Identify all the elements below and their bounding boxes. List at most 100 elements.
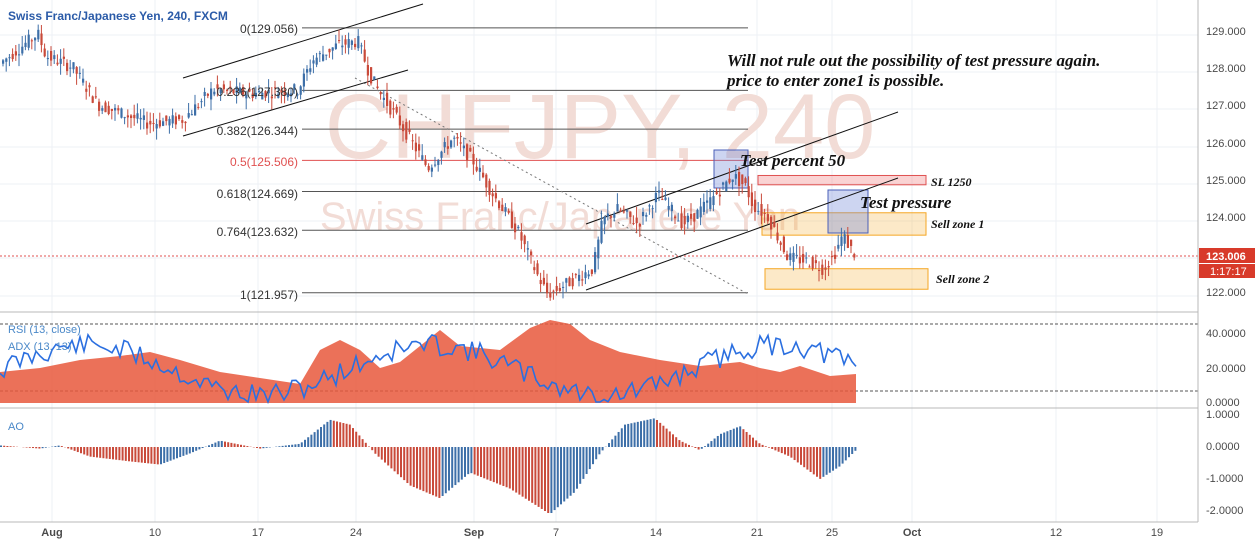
candle-body [338, 40, 341, 42]
price-tick: 124.000 [1206, 212, 1246, 224]
candle-body [427, 165, 430, 171]
candle-body [699, 206, 702, 218]
candle-body [619, 210, 622, 212]
candle-body [693, 213, 696, 222]
candle-body [347, 39, 350, 48]
watermark-symbol: CHFJPY, 240 [325, 76, 876, 178]
candle-body [594, 252, 597, 273]
candle-body [110, 108, 113, 111]
candle-body [392, 108, 395, 110]
candle-body [696, 209, 699, 219]
channel-line [182, 3, 424, 79]
candle-body [491, 193, 494, 197]
candle-body [309, 68, 312, 72]
trend-channels[interactable] [182, 3, 899, 291]
candle-body [706, 200, 709, 203]
candle-body [504, 207, 507, 212]
price-tick: 125.000 [1206, 175, 1246, 187]
rsi-tick: 0.0000 [1206, 397, 1240, 409]
candle-body [651, 208, 654, 210]
candle-body [722, 182, 725, 185]
candle-body [498, 201, 501, 209]
candle-body [523, 235, 526, 245]
candle-body [517, 226, 520, 229]
time-label: 12 [1050, 527, 1062, 539]
candle-body [370, 67, 373, 84]
candle-body [789, 253, 792, 260]
candle-body [738, 172, 741, 186]
candle-body [715, 192, 718, 195]
candle-body [91, 96, 94, 103]
candle-body [264, 91, 267, 98]
time-label: 17 [252, 527, 264, 539]
candle-body [533, 267, 536, 271]
time-label: Oct [903, 527, 922, 539]
candle-body [686, 215, 689, 223]
candle-body [520, 232, 523, 241]
candle-body [536, 263, 539, 275]
candle-body [645, 214, 648, 217]
candle-body [379, 92, 382, 95]
candle-body [760, 204, 763, 216]
price-scale[interactable]: 129.000 128.000 127.000 126.000 125.000 … [1199, 26, 1255, 299]
candle-body [8, 57, 11, 59]
candle-body [43, 48, 46, 57]
candle-body [776, 232, 779, 241]
candle-body [101, 108, 104, 111]
candle-body [414, 142, 417, 152]
fib-label-0618: 0.618(124.669) [217, 187, 298, 201]
candle-body [274, 87, 277, 89]
ao-tick: 1.0000 [1206, 409, 1240, 421]
candle-body [485, 174, 488, 188]
candle-body [398, 115, 401, 126]
time-label: 24 [350, 527, 362, 539]
fibonacci-retracement[interactable] [302, 27, 749, 295]
candlestick-series[interactable] [2, 24, 856, 301]
trade-zones[interactable] [713, 149, 929, 290]
price-tick: 122.000 [1206, 287, 1246, 299]
adx-area [0, 320, 856, 403]
candle-body [552, 290, 555, 292]
candle-body [837, 244, 840, 249]
candle-body [565, 278, 568, 283]
candle-body [270, 96, 273, 99]
candle-body [24, 42, 27, 48]
candle-body [814, 260, 817, 264]
candle-body [600, 220, 603, 243]
candle-body [162, 121, 165, 126]
candle-body [296, 94, 299, 96]
sell-zone-2 [764, 268, 929, 290]
candle-body [638, 223, 641, 227]
candle-body [363, 49, 366, 62]
candle-body [846, 235, 849, 248]
candle-body [677, 220, 680, 222]
candle-body [629, 211, 632, 217]
candle-body [482, 172, 485, 178]
candle-body [299, 86, 302, 95]
ao-panel[interactable] [0, 418, 857, 514]
time-label: 10 [149, 527, 161, 539]
ao-tick: -1.0000 [1206, 473, 1243, 485]
candle-body [526, 248, 529, 250]
candle-body [229, 86, 232, 89]
candle-body [104, 102, 107, 113]
rsi-adx-panel[interactable] [0, 320, 1198, 405]
candle-body [232, 89, 235, 94]
candle-body [155, 124, 158, 129]
candle-body [107, 105, 110, 115]
candle-body [709, 197, 712, 209]
channel-line [585, 111, 899, 225]
candle-body [344, 39, 347, 45]
candle-body [389, 100, 392, 115]
time-axis[interactable]: Aug 10 17 24 Sep 7 14 21 25 Oct 12 19 [41, 527, 1163, 539]
candle-body [190, 114, 193, 116]
candle-body [62, 56, 65, 59]
candle-body [53, 55, 56, 60]
candle-body [539, 279, 542, 285]
candle-body [568, 277, 571, 287]
candle-body [98, 101, 101, 111]
candle-body [654, 192, 657, 203]
candle-body [37, 29, 40, 40]
candle-body [293, 84, 296, 90]
